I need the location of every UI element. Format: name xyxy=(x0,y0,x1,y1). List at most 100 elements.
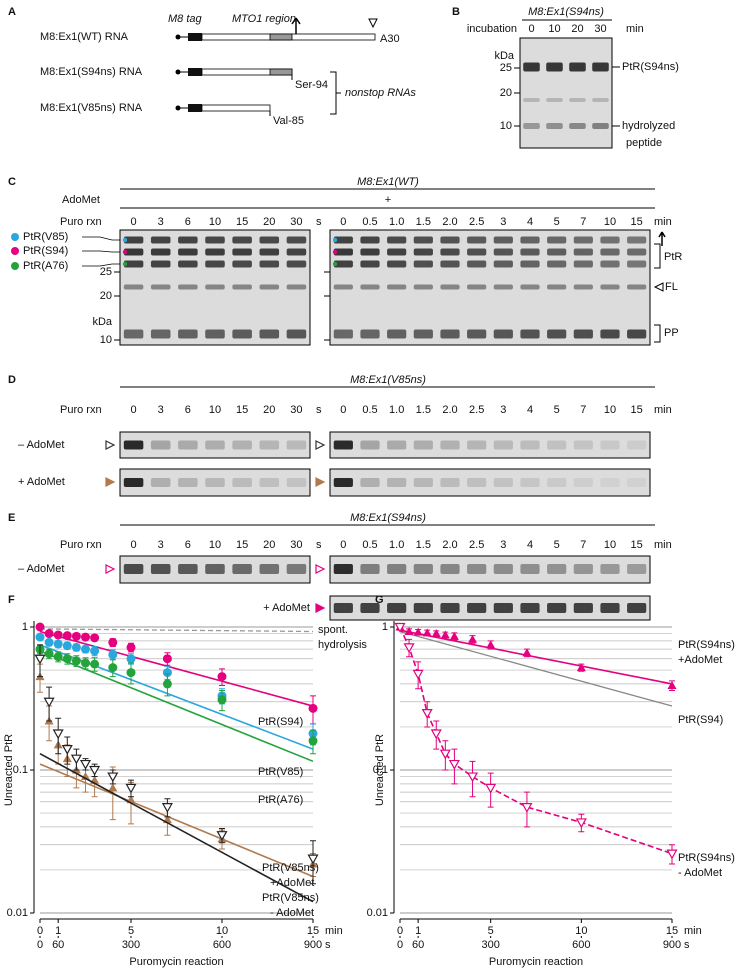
gel-band xyxy=(286,478,307,487)
series-label: hydrolysis xyxy=(318,639,367,651)
x-tick-label: 0 xyxy=(37,925,43,937)
adomet-label: AdoMet xyxy=(62,194,100,206)
gel-band xyxy=(467,478,487,487)
x-tick-label: 5 xyxy=(488,925,494,937)
gel-band xyxy=(360,478,380,487)
gel-band xyxy=(286,564,307,574)
lane-label: 1.0 xyxy=(389,539,404,551)
band-label: PtR(S94ns) xyxy=(622,61,679,73)
fit-line xyxy=(399,629,673,685)
x2-tick-label: 600 xyxy=(572,939,590,951)
lane-label: 1.5 xyxy=(416,539,431,551)
lane-label: 4 xyxy=(527,216,533,228)
gel-band xyxy=(387,248,407,256)
data-point xyxy=(217,672,227,682)
gel-band xyxy=(286,284,307,290)
lane-label: 4 xyxy=(527,404,533,416)
end-label: Ser-94 xyxy=(295,79,328,91)
data-point xyxy=(440,630,450,639)
gel xyxy=(329,555,651,584)
data-point xyxy=(35,622,45,632)
lane-label: 20 xyxy=(263,404,275,416)
gel-band xyxy=(413,260,433,268)
data-point xyxy=(81,644,90,654)
lane-label: 6 xyxy=(185,539,191,551)
data-point xyxy=(394,622,406,633)
puro-label: Puro rxn xyxy=(60,539,102,551)
x-tick-label: 1 xyxy=(55,925,61,937)
data-point xyxy=(35,632,45,642)
x2-tick-label: 0 xyxy=(397,939,403,951)
gel-band xyxy=(600,248,620,256)
lane-label: 3 xyxy=(500,216,506,228)
data-point xyxy=(53,652,63,662)
data-point xyxy=(468,634,478,643)
x-axis-title: Puromycin reaction xyxy=(129,956,223,968)
series-label: PtR(S94) xyxy=(678,714,723,726)
fit-line xyxy=(39,763,314,878)
gel-band xyxy=(573,329,593,339)
gel-band xyxy=(123,248,144,256)
gel-band xyxy=(413,248,433,256)
gel-band xyxy=(546,62,563,72)
gel-band xyxy=(259,329,280,339)
panel-letter: C xyxy=(8,176,16,188)
gel-band xyxy=(520,329,540,339)
lane-label: 2.0 xyxy=(442,539,457,551)
gel-band xyxy=(286,248,307,256)
gel-band xyxy=(413,236,433,244)
lane-label: 10 xyxy=(604,539,616,551)
gel-band xyxy=(259,284,280,290)
x2-tick-label: 60 xyxy=(412,939,424,951)
gel-band xyxy=(569,98,586,102)
panel-letter: D xyxy=(8,374,16,386)
gel-band xyxy=(360,329,380,339)
gel-band xyxy=(440,329,460,339)
row-marker xyxy=(315,603,326,613)
x2-tick-label: 900 xyxy=(304,939,322,951)
gel-band xyxy=(520,248,540,256)
data-point xyxy=(307,854,319,865)
row-label: + AdoMet xyxy=(18,476,65,488)
data-point xyxy=(107,772,119,783)
gel-band xyxy=(123,284,144,290)
lane-label: 30 xyxy=(594,23,606,35)
gel-band xyxy=(413,284,433,290)
panel-title: M8:Ex1(V85ns) xyxy=(350,374,426,386)
tag-box xyxy=(188,33,202,41)
lane-label: 4 xyxy=(527,539,533,551)
row-marker xyxy=(105,477,116,487)
data-point xyxy=(108,637,118,647)
x-tick-label: 1 xyxy=(415,925,421,937)
gel xyxy=(119,431,311,459)
mw-unit: kDa xyxy=(494,50,514,62)
gel-band xyxy=(150,236,171,244)
lane-label: 10 xyxy=(604,404,616,416)
lane-label: 1.0 xyxy=(389,216,404,228)
gel-band xyxy=(493,248,513,256)
gel-band xyxy=(600,236,620,244)
gel-band xyxy=(150,284,171,290)
gel-band xyxy=(232,260,252,268)
gel-band xyxy=(440,478,460,487)
lane-label: 2.5 xyxy=(469,216,484,228)
lane-unit: s xyxy=(316,216,322,228)
data-point xyxy=(575,818,587,829)
gel-band xyxy=(286,260,307,268)
gel xyxy=(329,229,651,346)
series-label: +AdoMet xyxy=(678,654,722,666)
data-point xyxy=(162,668,172,678)
band-label: PtR xyxy=(664,251,682,263)
x2-tick-label: 300 xyxy=(481,939,499,951)
fit-line xyxy=(39,650,314,763)
mw-label: 20 xyxy=(500,87,512,99)
lane-label: 5 xyxy=(554,404,560,416)
gel-band xyxy=(573,284,593,290)
gel-band xyxy=(150,478,171,487)
gel-band xyxy=(440,284,460,290)
gel-band xyxy=(523,123,540,129)
gel-band xyxy=(467,236,487,244)
x-tick-label: 5 xyxy=(128,925,134,937)
